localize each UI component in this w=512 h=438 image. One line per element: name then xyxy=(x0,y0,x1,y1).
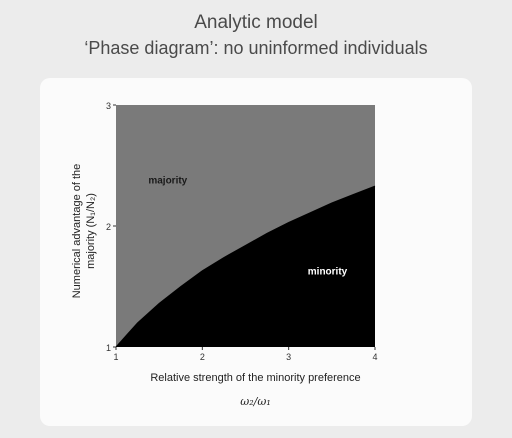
y-axis-ticks: 1 2 3 xyxy=(106,101,116,353)
majority-region-label: majority xyxy=(148,176,187,187)
phase-boundary-line xyxy=(115,185,376,348)
x-tick-label: 1 xyxy=(113,352,118,362)
minority-region-label: minority xyxy=(308,266,348,277)
y-tick-label: 3 xyxy=(106,101,111,111)
minority-region xyxy=(116,186,375,347)
y-axis-label-line1: Numerical advantage of the xyxy=(71,164,83,299)
page-subtitle: ‘Phase diagram’: no uninformed individua… xyxy=(84,38,428,58)
x-axis-label: Relative strength of the minority prefer… xyxy=(150,372,360,384)
x-tick-label: 3 xyxy=(286,352,291,362)
y-tick-label: 2 xyxy=(106,222,111,232)
x-tick-label: 4 xyxy=(372,352,377,362)
x-axis-ticks: 1 2 3 4 xyxy=(113,347,378,362)
x-tick-label: 2 xyxy=(200,352,205,362)
page-title: Analytic model xyxy=(194,12,318,33)
y-axis-label-line2: majority (N₁/N₂) xyxy=(85,193,97,269)
y-tick-label: 1 xyxy=(106,343,111,353)
x-axis-symbol: ω₂/ω₁ xyxy=(240,395,270,408)
